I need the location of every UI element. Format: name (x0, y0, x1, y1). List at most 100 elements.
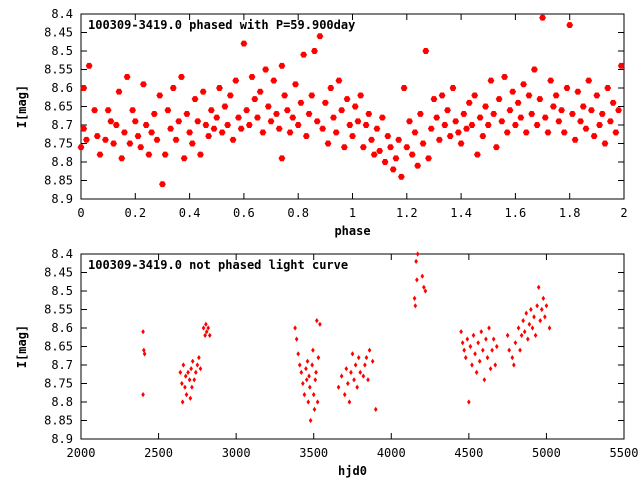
data-point (206, 325, 211, 331)
data-point (400, 85, 408, 91)
data-point (229, 136, 237, 143)
data-point (102, 136, 109, 143)
data-point (349, 369, 353, 375)
data-point (344, 366, 349, 372)
data-point (304, 377, 309, 383)
data-point (430, 96, 438, 103)
data-point (259, 129, 267, 136)
data-point (354, 118, 362, 125)
data-point (141, 329, 145, 335)
data-point (441, 122, 449, 128)
data-point (471, 92, 479, 99)
data-point (188, 140, 196, 147)
data-point (118, 155, 126, 162)
data-point (275, 125, 283, 132)
data-point (205, 133, 212, 140)
data-point (528, 110, 536, 117)
data-point (93, 133, 101, 140)
data-point (175, 118, 183, 125)
data-point (85, 62, 93, 69)
data-point (378, 114, 386, 121)
y-axis-label: I[mag] (15, 85, 29, 128)
data-point (397, 173, 405, 180)
data-point (507, 347, 512, 353)
data-point (416, 110, 424, 117)
data-points (77, 14, 625, 188)
data-point (324, 140, 332, 147)
data-point (481, 347, 485, 353)
data-point (319, 125, 327, 132)
data-point (533, 122, 541, 128)
data-point (355, 384, 359, 390)
data-point (495, 96, 503, 103)
data-point (414, 162, 422, 169)
data-point (351, 103, 359, 110)
data-point (267, 118, 275, 125)
data-point (315, 399, 320, 405)
data-point (503, 129, 511, 136)
data-point (477, 358, 482, 364)
data-point (312, 406, 317, 412)
x-axis-label: hjd0 (338, 464, 367, 478)
data-point (522, 129, 530, 136)
data-point (313, 118, 321, 125)
data-point (140, 81, 147, 88)
data-point (593, 92, 601, 99)
data-point (343, 96, 351, 103)
data-point (80, 85, 88, 91)
data-point (292, 81, 299, 88)
y-tick-label: 8.4 (51, 7, 73, 21)
data-point (305, 358, 310, 364)
data-point (364, 355, 369, 361)
data-point (301, 380, 305, 387)
data-point (524, 310, 529, 316)
data-point (370, 358, 375, 364)
data-point (104, 107, 112, 114)
data-point (283, 107, 291, 114)
data-point (403, 144, 411, 151)
data-point (189, 366, 193, 372)
data-point (167, 125, 174, 132)
x-tick-label: 1.4 (450, 206, 472, 220)
data-point (121, 129, 128, 136)
data-point (199, 88, 207, 95)
x-tick-label: 5000 (532, 446, 561, 460)
y-tick-label: 8.65 (44, 100, 73, 114)
data-point (468, 122, 476, 128)
data-point (463, 355, 468, 361)
data-point (585, 77, 593, 84)
data-point (531, 66, 538, 73)
data-point (535, 303, 539, 309)
data-point (188, 395, 193, 401)
data-point (493, 362, 498, 368)
data-point (482, 103, 489, 110)
data-point (373, 125, 381, 132)
data-point (248, 73, 256, 80)
data-point (435, 136, 443, 143)
data-point (235, 114, 242, 121)
data-point (213, 114, 221, 121)
data-point (494, 343, 499, 350)
data-point (482, 377, 487, 383)
data-point (601, 140, 609, 147)
data-point (476, 340, 480, 346)
data-point (254, 114, 261, 121)
x-tick-label: 3500 (299, 446, 328, 460)
chart-panel-1: 8.4 8.45 8.5 8.55 8.6 8.65 8.7 8.75 8.8 8.85 8.9 0 0… (15, 7, 628, 238)
data-point (186, 369, 190, 375)
x-tick-label: 0 (77, 206, 84, 220)
data-point (306, 399, 311, 405)
data-point (311, 392, 316, 398)
data-point (145, 151, 153, 158)
data-point (273, 110, 280, 117)
data-point (156, 92, 164, 99)
data-point (423, 288, 428, 294)
data-point (184, 392, 189, 398)
data-point (465, 336, 470, 342)
data-point (518, 347, 522, 353)
data-point (384, 133, 392, 140)
data-point (201, 325, 206, 331)
data-point (560, 129, 568, 136)
data-point (342, 392, 347, 398)
data-point (302, 392, 307, 398)
